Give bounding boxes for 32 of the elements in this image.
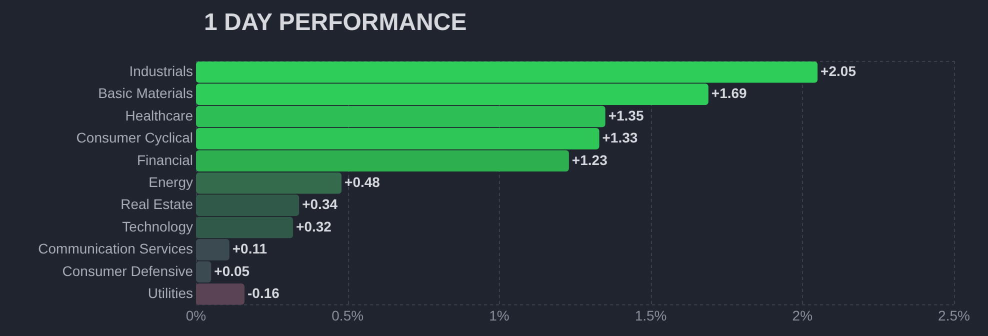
- y-tick-label: Communication Services: [38, 240, 193, 257]
- data-label: +1.23: [572, 152, 608, 168]
- data-label: +2.05: [820, 62, 856, 79]
- y-tick-label: Energy: [148, 174, 193, 190]
- data-label: -0.16: [248, 284, 280, 301]
- x-tick-label: 1.5%: [634, 307, 667, 324]
- x-tick-label: 1%: [489, 307, 510, 324]
- data-label: +0.05: [214, 262, 250, 279]
- data-label: +1.33: [602, 130, 638, 146]
- bar: [196, 283, 245, 305]
- data-label: +0.11: [232, 240, 268, 257]
- chart-title: 1 DAY PERFORMANCE: [204, 9, 467, 37]
- y-tick-label: Industrials: [129, 62, 193, 79]
- data-label: +0.32: [296, 218, 332, 234]
- data-label: +0.48: [344, 174, 380, 190]
- bar: [196, 172, 342, 194]
- data-label: +1.69: [711, 85, 748, 102]
- data-label: +1.35: [608, 107, 644, 124]
- y-tick-label: Real Estate: [120, 196, 194, 212]
- data-label: +0.34: [302, 196, 338, 212]
- x-tick-label: 0.5%: [332, 307, 364, 324]
- y-tick-label: Healthcare: [125, 107, 194, 124]
- y-tick-label: Financial: [136, 152, 193, 168]
- y-tick-label: Consumer Defensive: [62, 262, 194, 279]
- bar: [196, 150, 569, 172]
- y-tick-label: Consumer Cyclical: [76, 130, 193, 146]
- x-tick-label: 0%: [186, 307, 206, 324]
- y-tick-label: Utilities: [148, 284, 193, 301]
- x-tick-label: 2.5%: [938, 307, 970, 324]
- y-tick-label: Technology: [122, 218, 193, 234]
- y-tick-label: Basic Materials: [98, 85, 193, 102]
- x-tick-label: 2%: [792, 307, 813, 324]
